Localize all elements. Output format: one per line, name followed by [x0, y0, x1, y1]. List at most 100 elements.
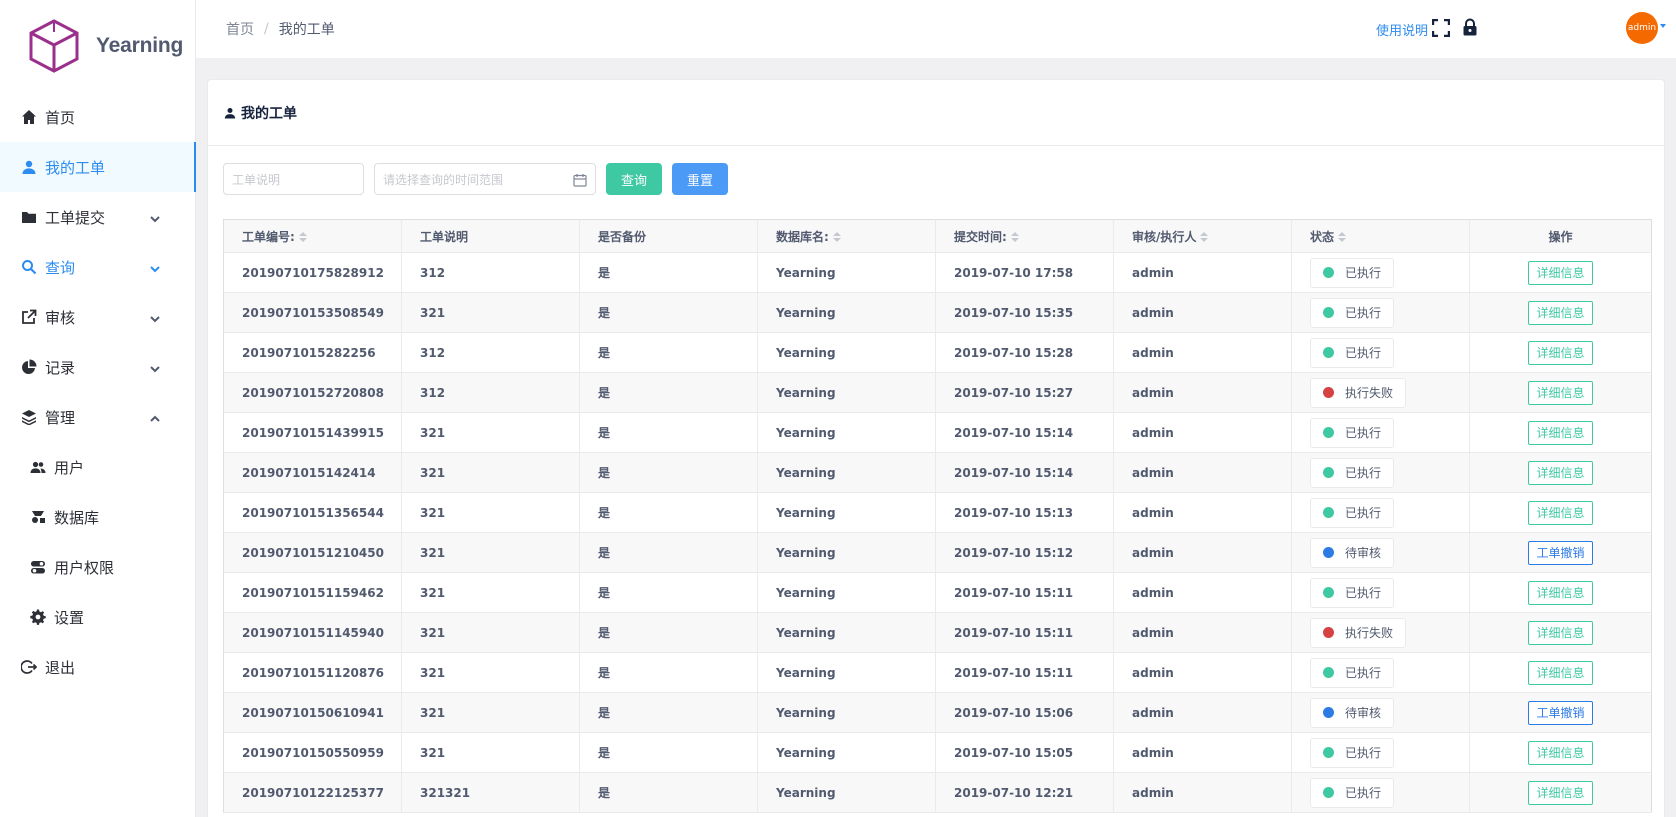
cell-submit-time: 2019-07-10 15:27 — [935, 372, 1114, 413]
order-desc-input[interactable]: 工单说明 — [223, 163, 364, 195]
fullscreen-icon[interactable] — [1432, 19, 1450, 37]
detail-button[interactable]: 详细信息 — [1528, 500, 1593, 525]
avatar[interactable]: admin — [1626, 12, 1658, 44]
status-dot-icon — [1323, 267, 1334, 278]
date-range-picker[interactable]: 请选择查询的时间范围 — [374, 163, 596, 195]
column-header-executor[interactable]: 审核/执行人 — [1113, 219, 1292, 253]
detail-button[interactable]: 详细信息 — [1528, 260, 1593, 285]
cell-action: 详细信息 — [1469, 652, 1652, 693]
detail-button[interactable]: 详细信息 — [1528, 780, 1593, 805]
sidebar-item-query[interactable]: 查询 — [0, 242, 195, 292]
breadcrumb-home[interactable]: 首页 — [226, 22, 254, 38]
column-header-label: 状态 — [1310, 229, 1335, 244]
sidebar-item-my-orders[interactable]: 我的工单 — [0, 142, 196, 192]
table-row: 20190710151356544 321 是 Yearning 2019-07-10 … — [223, 492, 1652, 533]
cell-database: Yearning — [757, 492, 936, 533]
cell-action: 详细信息 — [1469, 572, 1652, 613]
cell-action: 工单撤销 — [1469, 692, 1652, 733]
database-icon — [30, 509, 46, 525]
sidebar-item-home[interactable]: 首页 — [0, 92, 195, 142]
sort-icon[interactable] — [298, 232, 307, 242]
cell-status: 待审核 — [1291, 692, 1470, 733]
breadcrumb-separator: / — [264, 21, 269, 37]
cell-order-id: 20190710151210450 — [223, 532, 402, 573]
cell-executor: admin — [1113, 332, 1292, 373]
gear-icon — [30, 609, 46, 625]
sidebar-item-label: 用户权限 — [54, 558, 115, 577]
column-header-submit-time[interactable]: 提交时间: — [935, 219, 1114, 253]
folder-icon — [21, 209, 37, 225]
detail-button[interactable]: 详细信息 — [1528, 340, 1593, 365]
cell-executor: admin — [1113, 692, 1292, 733]
sidebar-item-manage[interactable]: 管理 — [0, 392, 195, 442]
status-badge: 执行失败 — [1310, 617, 1407, 648]
detail-button[interactable]: 详细信息 — [1528, 740, 1593, 765]
cell-desc: 321 — [401, 692, 580, 733]
caret-down-icon[interactable] — [1660, 24, 1666, 28]
table-row: 20190710152720808 312 是 Yearning 2019-07-10 … — [223, 372, 1652, 413]
sidebar-item-audit[interactable]: 审核 — [0, 292, 195, 342]
status-dot-icon — [1323, 627, 1334, 638]
cell-submit-time: 2019-07-10 15:06 — [935, 692, 1114, 733]
cell-database: Yearning — [757, 332, 936, 373]
cancel-order-button[interactable]: 工单撤销 — [1528, 700, 1593, 725]
sort-icon[interactable] — [832, 232, 841, 242]
cell-action: 详细信息 — [1469, 612, 1652, 653]
table-header-row: 工单编号: 工单说明 是否备份 数据库名: 提交时间: 审核/执行人 状态 操作 — [223, 219, 1652, 253]
cell-order-id: 20190710150610941 — [223, 692, 402, 733]
status-dot-icon — [1323, 467, 1334, 478]
cell-executor: admin — [1113, 412, 1292, 453]
cell-backup: 是 — [579, 692, 758, 733]
help-link[interactable]: 使用说明 — [1376, 23, 1429, 39]
sort-icon[interactable] — [1200, 232, 1209, 242]
column-header-database[interactable]: 数据库名: — [757, 219, 936, 253]
cell-database: Yearning — [757, 412, 936, 453]
sidebar-item-logout[interactable]: 退出 — [0, 642, 195, 692]
cancel-order-button[interactable]: 工单撤销 — [1528, 540, 1593, 565]
detail-button[interactable]: 详细信息 — [1528, 580, 1593, 605]
lock-icon[interactable] — [1462, 18, 1478, 36]
cell-status: 已执行 — [1291, 412, 1470, 453]
detail-button[interactable]: 详细信息 — [1528, 300, 1593, 325]
brand-name: Yearning — [96, 34, 184, 57]
filter-toolbar: 工单说明 请选择查询的时间范围 查询 重置 — [223, 163, 728, 195]
cell-submit-time: 2019-07-10 12:21 — [935, 772, 1114, 813]
detail-button[interactable]: 详细信息 — [1528, 380, 1593, 405]
orders-table: 工单编号: 工单说明 是否备份 数据库名: 提交时间: 审核/执行人 状态 操作… — [223, 219, 1652, 813]
detail-button[interactable]: 详细信息 — [1528, 420, 1593, 445]
column-header-label: 审核/执行人 — [1132, 229, 1197, 244]
cell-desc: 321 — [401, 492, 580, 533]
logo[interactable]: Yearning — [0, 0, 195, 92]
search-icon — [21, 259, 37, 275]
query-button[interactable]: 查询 — [606, 163, 662, 195]
detail-button[interactable]: 详细信息 — [1528, 660, 1593, 685]
cell-backup: 是 — [579, 372, 758, 413]
status-badge: 待审核 — [1310, 697, 1395, 728]
status-badge: 已执行 — [1310, 457, 1395, 488]
sidebar-item-database[interactable]: 数据库 — [0, 492, 195, 542]
reset-button[interactable]: 重置 — [672, 163, 728, 195]
detail-button[interactable]: 详细信息 — [1528, 620, 1593, 645]
sidebar-item-records[interactable]: 记录 — [0, 342, 195, 392]
cell-order-id: 20190710153508549 — [223, 292, 402, 333]
cell-backup: 是 — [579, 572, 758, 613]
users-icon — [30, 459, 46, 475]
cell-executor: admin — [1113, 612, 1292, 653]
sidebar-item-submit[interactable]: 工单提交 — [0, 192, 195, 242]
sort-icon[interactable] — [1010, 232, 1019, 242]
cell-order-id: 20190710151145940 — [223, 612, 402, 653]
detail-button[interactable]: 详细信息 — [1528, 460, 1593, 485]
sidebar-item-settings[interactable]: 设置 — [0, 592, 195, 642]
sidebar-item-users[interactable]: 用户 — [0, 442, 195, 492]
breadcrumb: 首页 / 我的工单 — [226, 19, 335, 39]
cell-executor: admin — [1113, 372, 1292, 413]
cell-backup: 是 — [579, 492, 758, 533]
cell-submit-time: 2019-07-10 15:11 — [935, 572, 1114, 613]
column-header-label: 数据库名: — [776, 229, 829, 244]
sort-icon[interactable] — [1338, 232, 1347, 242]
cell-action: 详细信息 — [1469, 252, 1652, 293]
column-header-order-id[interactable]: 工单编号: — [223, 219, 402, 253]
home-icon — [21, 109, 37, 125]
column-header-status[interactable]: 状态 — [1291, 219, 1470, 253]
sidebar-item-permissions[interactable]: 用户权限 — [0, 542, 195, 592]
